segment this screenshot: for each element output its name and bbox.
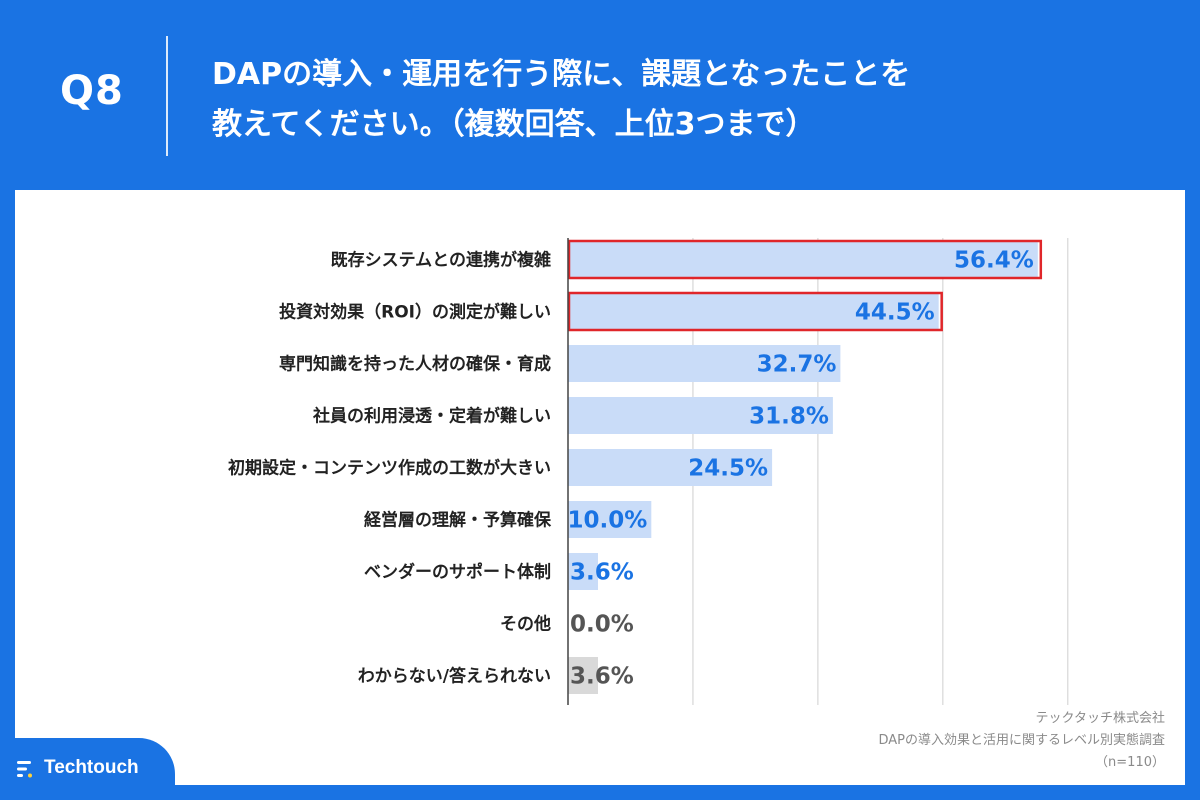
source-company: テックタッチ株式会社 — [1035, 711, 1165, 726]
value-label: 56.4% — [954, 248, 1034, 274]
brand-logo: Techtouch — [0, 738, 175, 800]
category-label: 既存システムとの連携が複雑 — [331, 250, 551, 271]
highlight-box — [567, 239, 1043, 280]
category-label: わからない/答えられない — [358, 666, 551, 687]
category-label: その他 — [500, 614, 551, 635]
highlight-box — [567, 291, 943, 332]
source-note: テックタッチ株式会社 DAPの導入効果と活用に関するレベル別実態調査 （n=11… — [878, 708, 1165, 774]
header: Q8 DAPの導入・運用を行う際に、課題となったことを 教えてください。（複数回… — [0, 0, 1200, 190]
brand-name: Techtouch — [44, 757, 139, 778]
source-sample: （n=110） — [1095, 755, 1165, 770]
category-label: ベンダーのサポート体制 — [364, 562, 551, 583]
techtouch-logo-icon — [17, 761, 32, 778]
question-title-line-2: 教えてください。（複数回答、上位3つまで） — [212, 107, 816, 142]
source-survey: DAPの導入効果と活用に関するレベル別実態調査 — [878, 733, 1165, 748]
chart-panel: 既存システムとの連携が複雑 56.4% 投資対効果（ROI）の測定が難しい 44.5%… — [15, 190, 1185, 785]
value-label: 3.6% — [570, 664, 634, 690]
bar — [568, 241, 1038, 278]
bar — [568, 397, 833, 434]
value-label: 10.0% — [568, 508, 648, 534]
question-title: DAPの導入・運用を行う際に、課題となったことを 教えてください。（複数回答、上… — [212, 50, 1152, 150]
bar — [568, 553, 598, 590]
bar — [568, 657, 598, 694]
value-label: 0.0% — [570, 612, 634, 638]
value-label: 31.8% — [749, 404, 829, 430]
bar — [568, 345, 841, 382]
bar-chart: 既存システムとの連携が複雑 56.4% 投資対効果（ROI）の測定が難しい 44.5%… — [228, 238, 1069, 705]
value-label: 3.6% — [570, 560, 634, 586]
header-divider — [166, 36, 168, 156]
question-title-line-1: DAPの導入・運用を行う際に、課題となったことを — [212, 57, 911, 92]
question-number: Q8 — [60, 68, 124, 114]
category-label: 社員の利用浸透・定着が難しい — [312, 406, 551, 427]
category-label: 投資対効果（ROI）の測定が難しい — [279, 302, 551, 323]
bar — [568, 449, 773, 486]
value-label: 32.7% — [757, 352, 837, 378]
category-label: 初期設定・コンテンツ作成の工数が大きい — [228, 458, 551, 479]
category-label: 経営層の理解・予算確保 — [364, 510, 552, 531]
value-label: 24.5% — [688, 456, 768, 482]
category-label: 専門知識を持った人材の確保・育成 — [279, 354, 551, 375]
value-label: 44.5% — [855, 300, 935, 326]
bar — [568, 293, 939, 330]
bar — [568, 501, 652, 538]
